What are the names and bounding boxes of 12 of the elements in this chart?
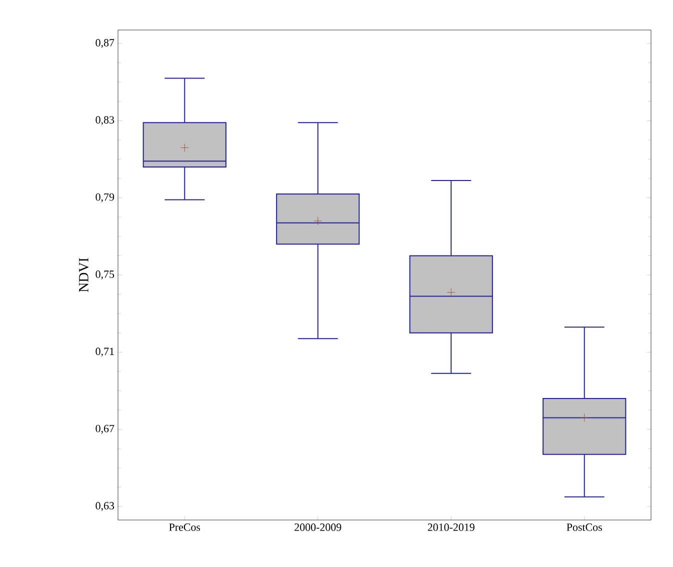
y-tick-label: 0,79 [96,193,114,202]
y-tick-label: 0,63 [96,502,114,511]
y-tick-label: 0,83 [96,116,114,126]
x-tick-label: PostCos [566,524,602,531]
x-tick-label: PreCos [169,524,200,531]
x-tick-label: 2000-2009 [294,524,342,531]
y-tick-label: 0,87 [96,39,114,48]
y-axis-title: NDVI [79,258,88,292]
y-tick-label: 0,71 [96,348,114,357]
y-tick-label: 0,67 [96,424,114,434]
y-tick-label: 0,75 [96,270,114,280]
x-tick-label: 2010-2019 [428,524,474,531]
